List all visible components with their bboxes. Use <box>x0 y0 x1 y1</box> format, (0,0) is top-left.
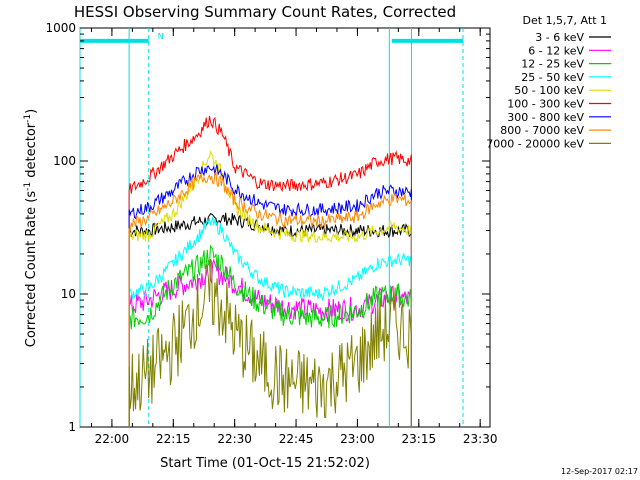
y-axis-label-exp2: -1 <box>23 114 33 123</box>
series-lines <box>128 115 412 428</box>
y-axis-label-main: Corrected Count Rate (s <box>24 191 39 348</box>
x-tick-label: 23:30 <box>463 432 498 446</box>
legend-entry-label: 50 - 100 keV <box>514 84 584 97</box>
y-tick-label: 1000 <box>45 21 76 35</box>
x-tick-label: 23:00 <box>340 432 375 446</box>
x-tick-label: 22:00 <box>95 432 130 446</box>
chart-title: HESSI Observing Summary Count Rates, Cor… <box>74 3 456 21</box>
series-line-6 <box>128 164 412 428</box>
series-line-1 <box>128 258 412 428</box>
legend-entry-label: 800 - 7000 keV <box>500 124 584 137</box>
night-marker-label: N <box>158 32 164 41</box>
series-line-4 <box>128 150 412 428</box>
legend-entry-label: 25 - 50 keV <box>521 71 584 84</box>
y-axis-label-exp1: -1 <box>23 182 33 191</box>
series-line-8 <box>128 258 412 428</box>
axes: 22:00 22:15 22:30 22:45 23:00 23:15 23:30 1 10 10… <box>45 21 497 446</box>
y-axis-label-mid: detector <box>24 122 39 182</box>
series-line-5 <box>128 115 412 428</box>
legend-title: Det 1,5,7, Att 1 <box>523 14 607 27</box>
x-axis-label: Start Time (01-Oct-15 21:52:02) <box>160 456 370 471</box>
legend-entry-label: 300 - 800 keV <box>507 111 584 124</box>
x-tick-label: 22:30 <box>217 432 252 446</box>
legend-entry-label: 3 - 6 keV <box>535 31 584 44</box>
y-tick-label: 100 <box>53 154 76 168</box>
series-line-3 <box>128 216 412 428</box>
series-line-2 <box>128 244 412 428</box>
legend-entry-label: 6 - 12 keV <box>528 44 584 57</box>
x-tick-label: 22:45 <box>279 432 314 446</box>
generation-timestamp: 12-Sep-2017 02:17 <box>561 467 638 476</box>
legend-entry-label: 7000 - 20000 keV <box>486 137 584 150</box>
legend-entry-label: 100 - 300 keV <box>507 98 584 111</box>
x-tick-label: 23:15 <box>402 432 437 446</box>
legend-entry-label: 12 - 25 keV <box>521 58 584 71</box>
x-tick-label: 22:15 <box>156 432 191 446</box>
y-axis-label: Corrected Count Rate (s-1 detector-1) <box>23 109 39 347</box>
y-axis-label-end: ) <box>24 109 39 114</box>
y-tick-label: 10 <box>61 287 76 301</box>
series-line-7 <box>128 171 412 428</box>
y-tick-label: 1 <box>68 420 76 434</box>
